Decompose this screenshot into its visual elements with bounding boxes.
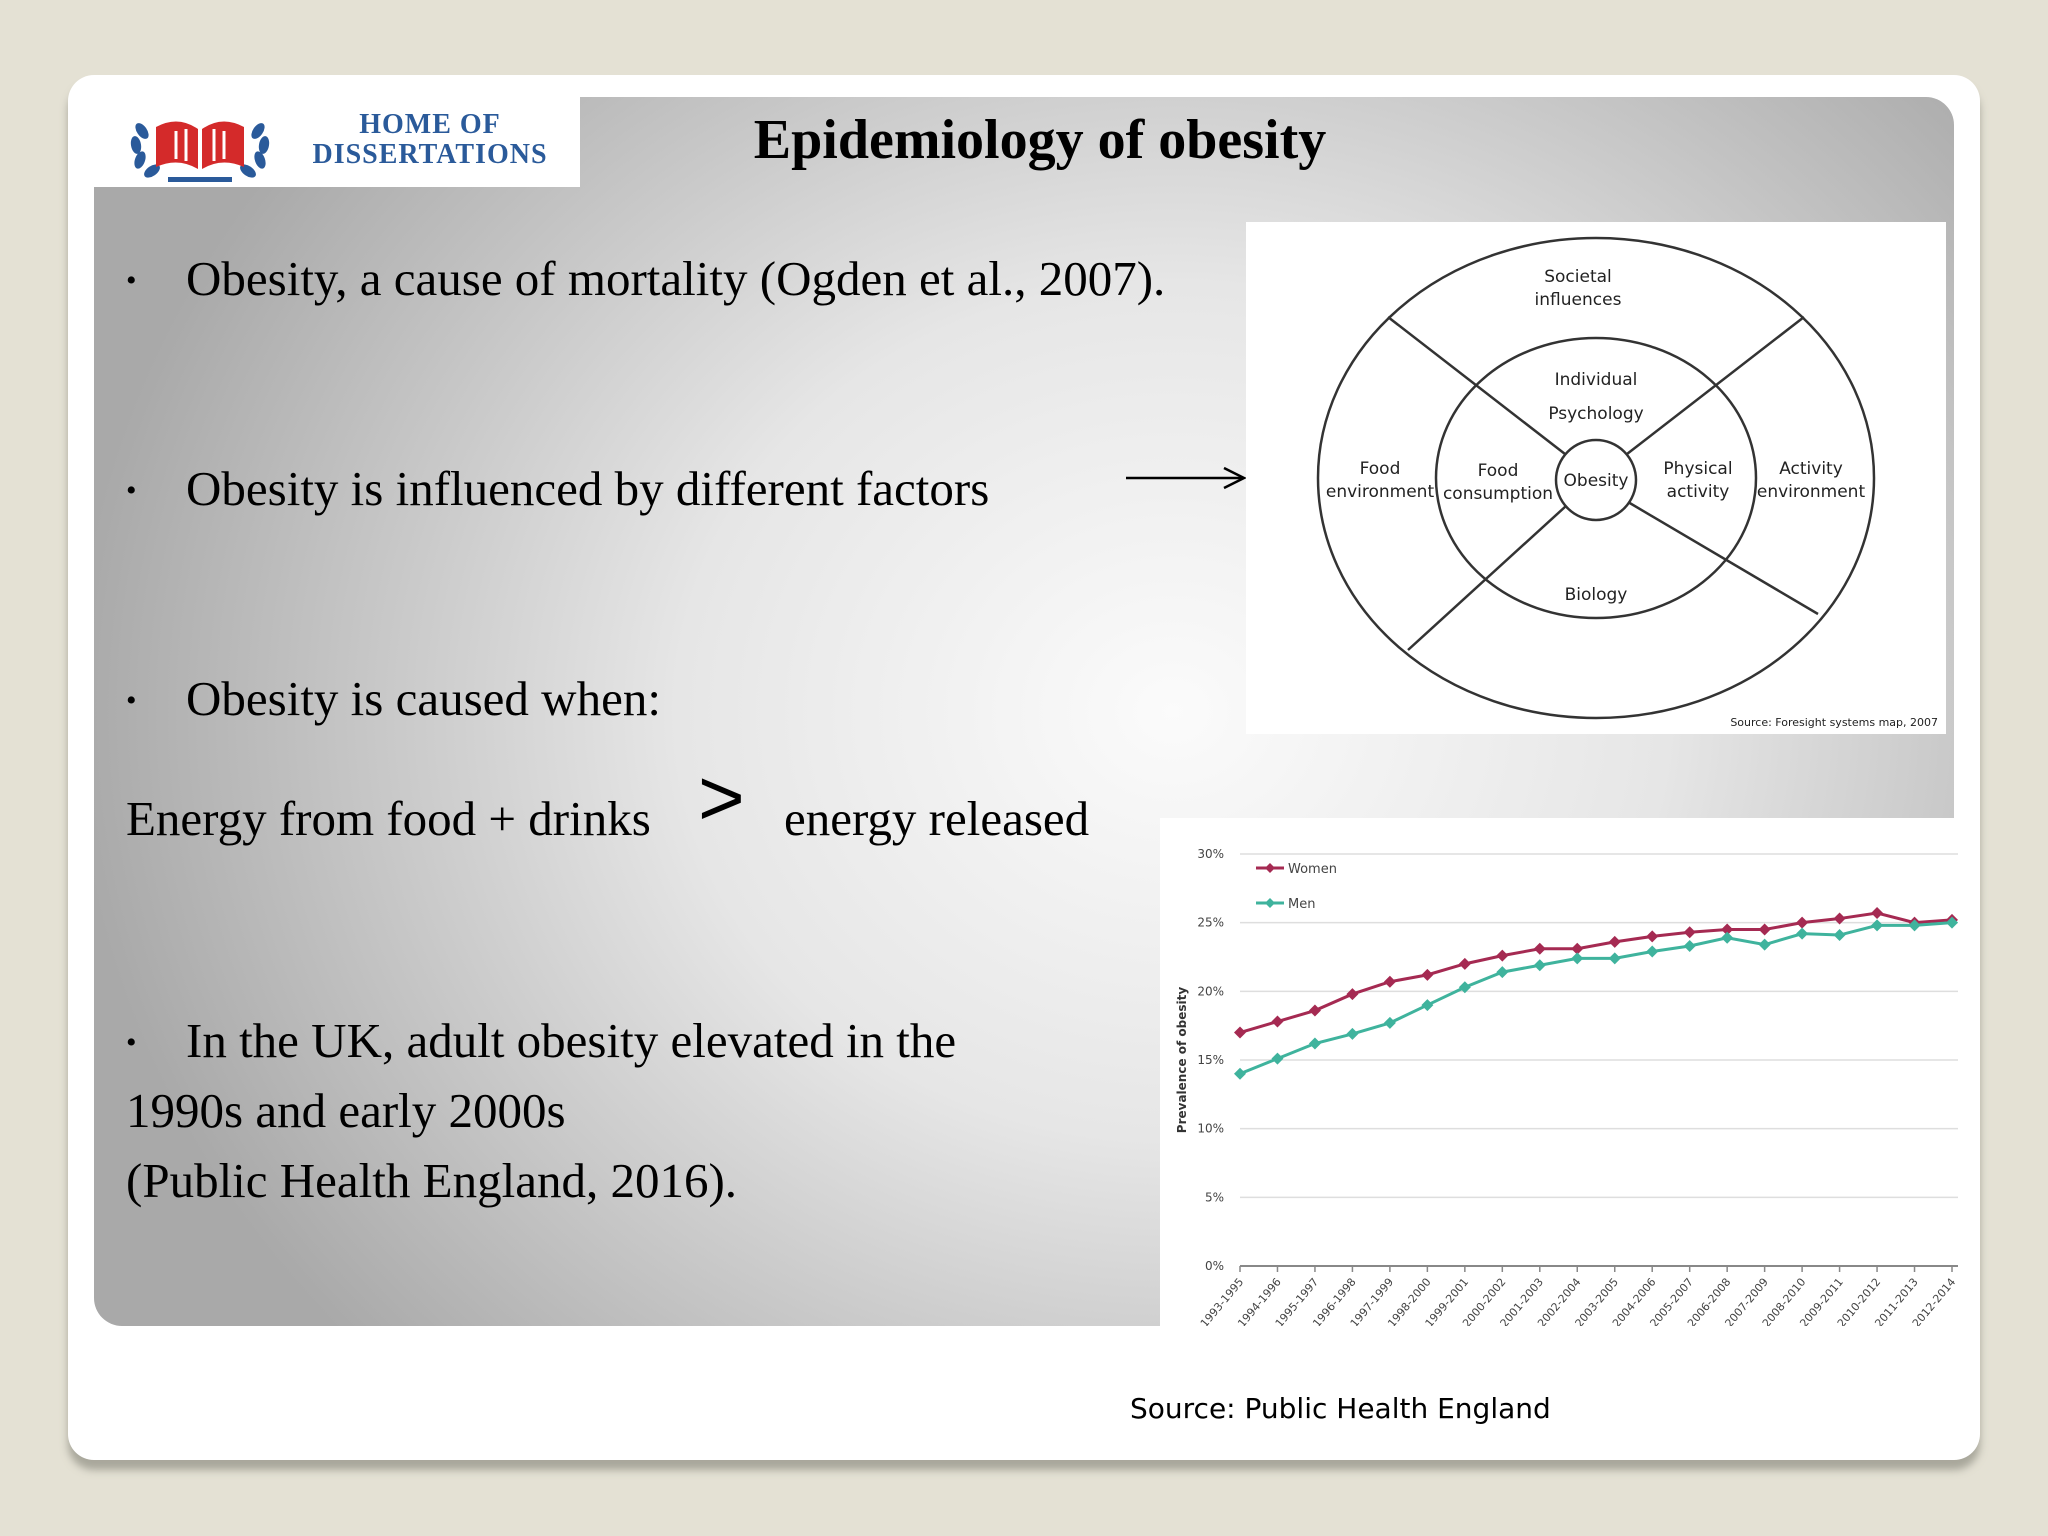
data-point [1796,927,1809,940]
data-point [1833,912,1846,925]
diagram-societal-label-1: Societal [1544,267,1612,287]
data-point [1234,1026,1246,1039]
obesity-factors-diagram: Societal influences Individual Psycholog… [1246,222,1946,734]
data-point [1871,919,1884,932]
y-tick-label: 20% [1197,984,1224,998]
bullet-text-4-line2: 1990s and early 2000s [126,1083,566,1138]
y-tick-label: 5% [1205,1190,1224,1204]
diagram-food-env-label-2: environment [1326,482,1435,502]
data-point [1758,923,1771,936]
bullet-text-4-line1: In the UK, adult obesity elevated in the [186,1013,957,1068]
diagram-activity-env-label-1: Activity [1779,459,1843,479]
diagram-societal-label-2: influences [1535,290,1622,310]
y-tick-label: 30% [1197,847,1224,861]
data-point [1758,938,1771,951]
diagram-obesity-label: Obesity [1564,471,1629,491]
bullet-dot-4: • [126,1026,137,1059]
data-point [1608,935,1621,948]
data-point [1646,930,1659,943]
data-point [1234,1067,1246,1080]
legend-label-women: Women [1288,862,1337,877]
bullet-text-2: Obesity is influenced by different facto… [186,461,990,516]
logo-emblem-icon [130,121,270,182]
data-point [1346,988,1359,1001]
data-point [1533,959,1546,972]
bullet-text-4-line3: (Public Health England, 2016). [126,1153,738,1208]
diagram-physical-label-1: Physical [1663,459,1732,479]
data-point [1571,942,1584,955]
data-point [1346,1027,1359,1040]
y-tick-label: 15% [1197,1053,1224,1067]
slide-title: Epidemiology of obesity [753,109,1327,171]
data-point [1683,926,1696,939]
bullet-dot-1: • [126,264,137,297]
data-point [1646,945,1659,958]
series-line-men [1239,921,1953,1076]
y-tick-label: 10% [1197,1122,1224,1136]
data-point [1796,916,1809,929]
chart-source-text: Source: Public Health England [1130,1392,1551,1425]
diagram-food-env-label-1: Food [1360,459,1401,479]
data-point [1308,1004,1321,1017]
data-point [1721,931,1734,944]
data-point [1308,1037,1321,1050]
y-tick-label: 25% [1197,916,1224,930]
data-point [1458,957,1471,970]
data-point [1871,907,1884,920]
bullet-text-1: Obesity, a cause of mortality (Ogden et … [186,251,1166,306]
legend-label-men: Men [1288,897,1315,912]
equation-operator: > [698,753,745,842]
legend-marker [1265,898,1275,908]
data-point [1533,942,1546,955]
equation-left: Energy from food + drinks [126,791,651,846]
y-axis-label: Prevalence of obesity [1175,987,1189,1134]
diagram-individual-label-1: Individual [1555,370,1638,390]
data-point [1946,916,1958,929]
data-point [1608,952,1621,965]
diagram-food-cons-label-1: Food [1478,461,1519,481]
data-point [1421,968,1434,981]
legend-marker [1265,863,1275,873]
bullet-dot-3: • [126,684,137,717]
diagram-physical-label-2: activity [1667,482,1730,502]
data-point [1908,919,1921,932]
data-point [1571,952,1584,965]
logo: HOME OF DISSERTATIONS [94,97,580,187]
data-point [1496,966,1509,979]
logo-text-line1: HOME OF [359,109,501,140]
data-point [1271,1052,1284,1065]
data-point [1683,940,1696,953]
logo-text-line2: DISSERTATIONS [312,139,548,170]
data-point [1833,929,1846,942]
data-point [1458,981,1471,994]
data-point [1421,999,1434,1012]
data-point [1383,975,1396,988]
data-point [1271,1015,1284,1028]
bullet-dot-2: • [126,474,137,507]
diagram-individual-label-2: Psychology [1548,404,1643,424]
y-tick-label: 0% [1205,1259,1224,1273]
diagram-activity-env-label-2: environment [1757,482,1866,502]
diagram-source: Source: Foresight systems map, 2007 [1730,716,1938,729]
data-point [1721,923,1734,936]
equation-right: energy released [784,791,1090,846]
diagram-food-cons-label-2: consumption [1443,484,1553,504]
series-line-women [1239,911,1953,1034]
data-point [1496,949,1509,962]
obesity-prevalence-chart: 0% 5% 10% 15% 20% 25% 30% Prevalence of obesity… [1160,818,1978,1330]
bullet-text-3: Obesity is caused when: [186,671,661,726]
data-point [1383,1016,1396,1029]
diagram-biology-label: Biology [1565,585,1628,605]
arrow-right-icon [1126,466,1247,490]
